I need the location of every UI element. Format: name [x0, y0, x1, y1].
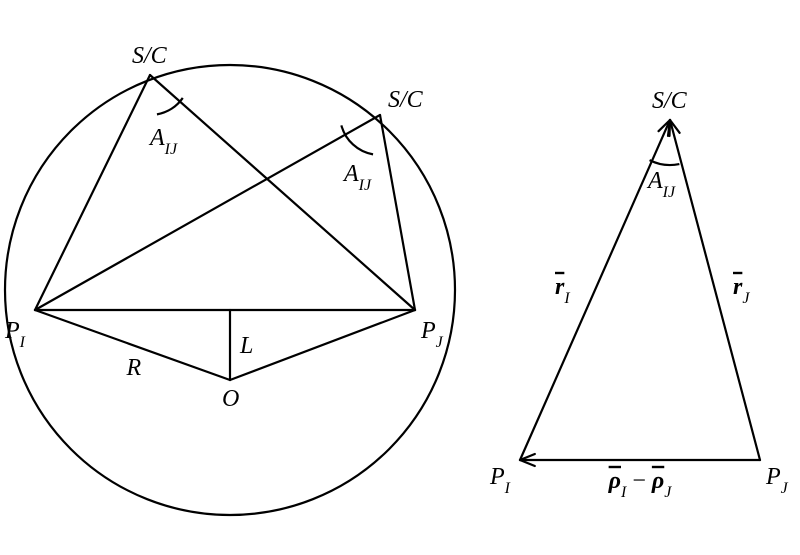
svg-text:AIJ: AIJ: [148, 125, 178, 158]
svg-text:rI: rI: [555, 274, 570, 307]
svg-text:S/C: S/C: [652, 88, 688, 114]
left-diagram: [5, 65, 455, 515]
svg-text:S/C: S/C: [388, 87, 424, 113]
svg-text:R: R: [126, 355, 142, 381]
svg-text:PJ: PJ: [420, 318, 444, 351]
svg-text:L: L: [239, 333, 253, 359]
svg-text:AIJ: AIJ: [646, 168, 676, 201]
svg-text:PI: PI: [4, 318, 26, 351]
svg-text:PJ: PJ: [765, 464, 789, 497]
svg-text:rJ: rJ: [733, 274, 750, 307]
svg-text:ρI − ρJ: ρI − ρJ: [608, 468, 673, 501]
svg-text:PI: PI: [489, 464, 511, 497]
svg-text:O: O: [222, 386, 239, 412]
svg-text:AIJ: AIJ: [342, 161, 372, 194]
svg-text:S/C: S/C: [132, 43, 168, 69]
